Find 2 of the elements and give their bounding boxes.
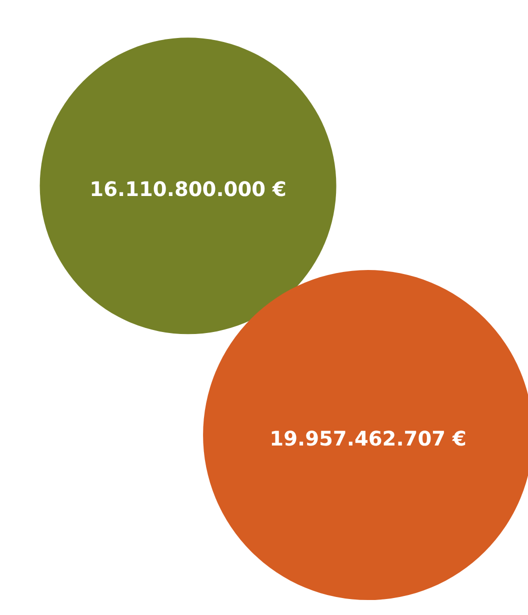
data-label: 16.110.800.000 € xyxy=(90,177,286,202)
data-label: 19.957.462.707 € xyxy=(270,426,466,450)
